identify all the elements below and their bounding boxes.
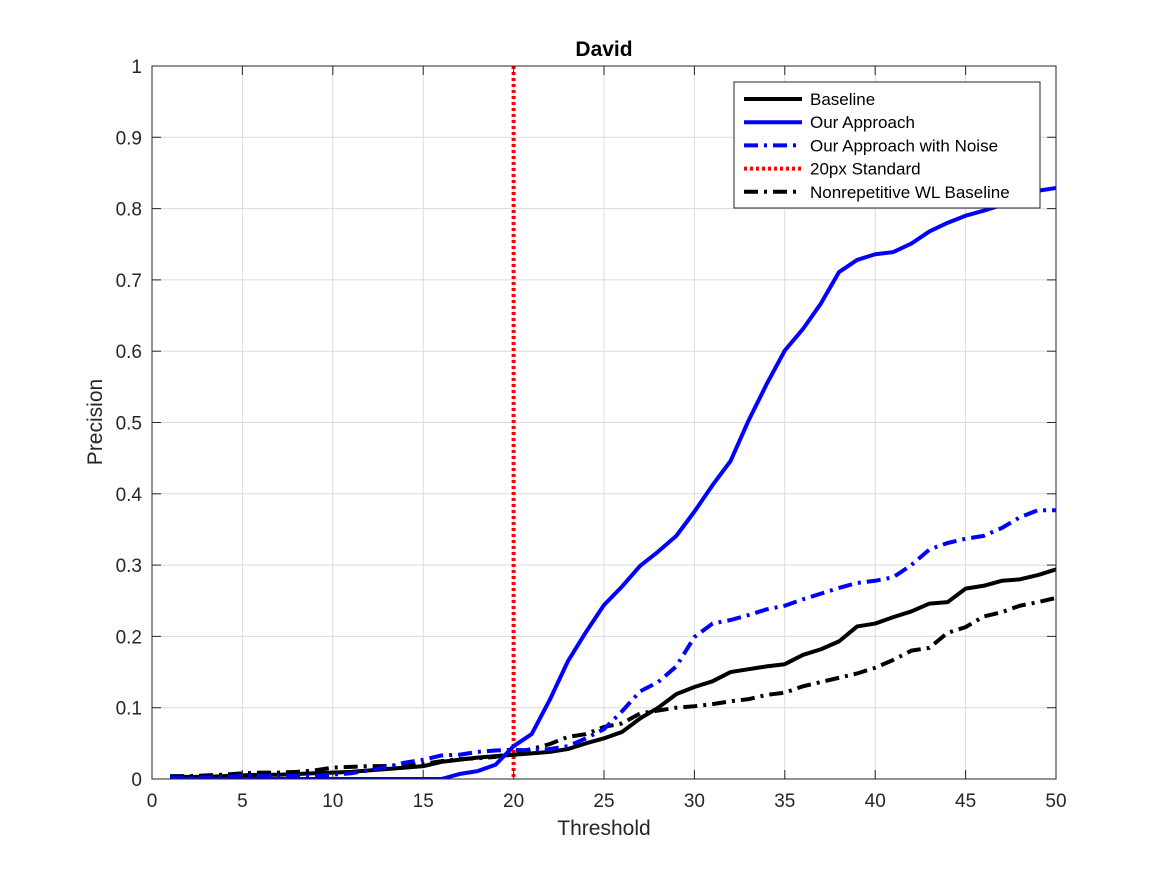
- y-tick-label: 0.2: [116, 627, 142, 648]
- legend: Baseline Our Approach Our Approach with No…: [733, 81, 1041, 209]
- axis-ticks: 0 5 10 15 20 25 30 35 40 45 50 0 0.1 0.2 0.3 0.4 0.5 0.6 0…: [116, 57, 1067, 812]
- legend-label-20px-standard: 20px Standard: [810, 160, 921, 179]
- x-tick-label: 35: [774, 791, 795, 812]
- y-tick-label: 0.5: [116, 414, 142, 435]
- x-tick-label: 40: [865, 791, 886, 812]
- x-tick-label: 10: [322, 791, 343, 812]
- y-tick-label: 0.4: [116, 485, 143, 506]
- y-tick-label: 0.1: [116, 699, 142, 720]
- y-tick-label: 0: [131, 770, 142, 791]
- legend-label-nonrepetitive-wl-baseline: Nonrepetitive WL Baseline: [810, 183, 1010, 202]
- x-axis-label: Threshold: [557, 817, 650, 840]
- series-layer: [170, 66, 1056, 779]
- x-tick-label: 30: [684, 791, 705, 812]
- y-tick-label: 0.8: [116, 200, 142, 221]
- series-line-our-approach: [170, 185, 1056, 779]
- legend-label-our-approach-with-noise: Our Approach with Noise: [810, 136, 998, 155]
- y-tick-label: 0.9: [116, 128, 142, 149]
- y-tick-label: 0.7: [116, 271, 142, 292]
- series-line-nonrepetitive-wl-baseline: [170, 595, 1056, 779]
- series-line-our-approach-with-noise: [170, 508, 1056, 779]
- grid-lines: [152, 66, 1056, 779]
- y-tick-label: 0.6: [116, 342, 142, 363]
- legend-label-baseline: Baseline: [810, 90, 875, 109]
- x-tick-label: 15: [413, 791, 434, 812]
- x-tick-label: 20: [503, 791, 524, 812]
- x-tick-label: 25: [593, 791, 614, 812]
- x-tick-label: 0: [147, 791, 158, 812]
- x-tick-label: 5: [237, 791, 248, 812]
- series-line-baseline: [170, 567, 1056, 779]
- y-tick-label: 0.3: [116, 556, 142, 577]
- y-axis-label: Precision: [84, 379, 107, 465]
- x-tick-label: 50: [1045, 791, 1066, 812]
- chart-title: David: [575, 38, 632, 61]
- x-tick-label: 45: [955, 791, 976, 812]
- legend-label-our-approach: Our Approach: [810, 113, 915, 132]
- y-tick-label: 1: [131, 57, 142, 78]
